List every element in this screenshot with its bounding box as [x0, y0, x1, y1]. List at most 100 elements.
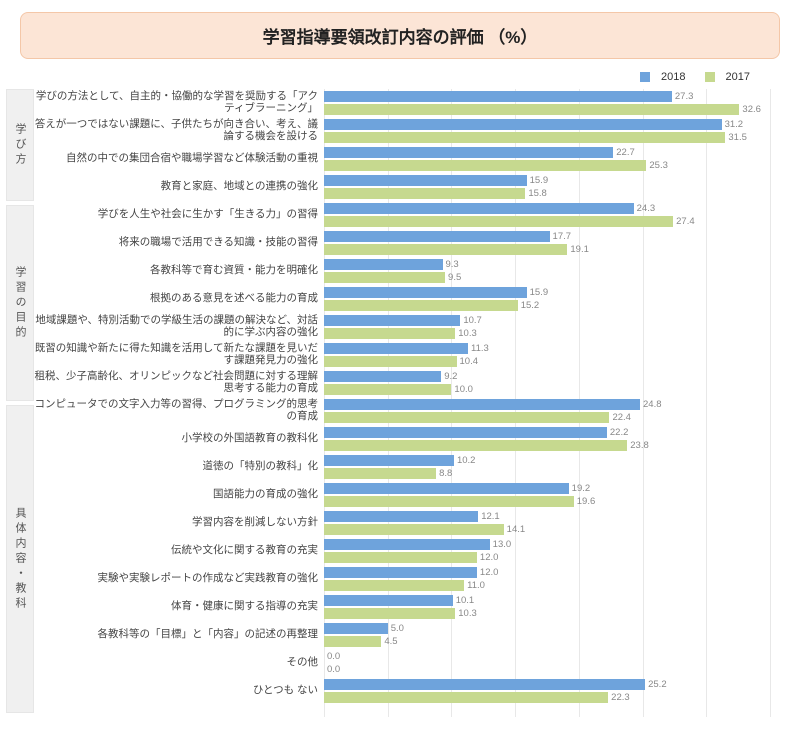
bar-row: 伝統や文化に関する教育の充実13.012.0 [34, 537, 770, 565]
bar: 10.0 [324, 384, 451, 395]
bar-value: 10.0 [454, 384, 473, 395]
bar: 11.3 [324, 343, 468, 354]
bar-value: 15.8 [528, 188, 547, 199]
legend-label-2017: 2017 [726, 71, 750, 83]
row-label: 国語能力の育成の強化 [34, 481, 324, 509]
bar-rows-container: 学びの方法として、自主的・協働的な学習を奨励する「アクティブラーニング」27.3… [34, 89, 770, 705]
bar-value: 22.7 [616, 147, 635, 158]
row-label: 既習の知識や新たに得た知識を活用して新たな課題を見いだす課題発見力の強化 [34, 341, 324, 369]
row-label: 各教科等で育む資質・能力を明確化 [34, 257, 324, 285]
bar: 25.2 [324, 679, 645, 690]
chart-title: 学習指導要領改訂内容の評価 （%） [20, 12, 780, 59]
row-bars: 24.327.4 [324, 201, 770, 229]
bar-row: コンピュータでの文字入力等の習得、プログラミング的思考の育成24.822.4 [34, 397, 770, 425]
row-label: ひとつも ない [34, 677, 324, 705]
row-bars: 13.0 12.0 [324, 537, 770, 565]
bar: 10.2 [324, 455, 454, 466]
rows-column: 学びの方法として、自主的・協働的な学習を奨励する「アクティブラーニング」27.3… [34, 89, 770, 717]
bar: 17.7 [324, 231, 550, 242]
bar: 9.2 [324, 371, 441, 382]
row-bars: 19.2 19.6 [324, 481, 770, 509]
bar-value: 12.0 [480, 552, 499, 563]
legend-swatch-2018 [640, 72, 650, 82]
bar-value: 25.3 [649, 160, 668, 171]
bar: 9.5 [324, 272, 445, 283]
bar-value: 25.2 [648, 679, 667, 690]
row-bars: 15.9 15.2 [324, 285, 770, 313]
bar: 31.5 [324, 132, 725, 143]
bar-value: 17.7 [553, 231, 572, 242]
bar: 8.8 [324, 468, 436, 479]
bar: 19.6 [324, 496, 574, 507]
bar-row: 答えが一つではない課題に、子供たちが向き合い、考え、議論する機会を設ける31.2… [34, 117, 770, 145]
bar: 15.2 [324, 300, 518, 311]
bar-row: 実験や実験レポートの作成など実践教育の強化12.011.0 [34, 565, 770, 593]
row-bars: 12.114.1 [324, 509, 770, 537]
row-label: 根拠のある意見を述べる能力の育成 [34, 285, 324, 313]
bar-value: 31.5 [728, 132, 747, 143]
bar: 9.3 [324, 259, 443, 270]
row-bars: 31.231.5 [324, 117, 770, 145]
bar-value: 19.2 [572, 483, 591, 494]
legend-label-2018: 2018 [661, 71, 685, 83]
row-label: 教育と家庭、地域との連携の強化 [34, 173, 324, 201]
legend-item-2017: 2017 [697, 71, 750, 83]
bar-row: 租税、少子高齢化、オリンピックなど社会問題に対する理解思考する能力の育成9.21… [34, 369, 770, 397]
bar: 10.4 [324, 356, 457, 367]
legend-swatch-2017 [705, 72, 715, 82]
bar-value: 24.8 [643, 399, 662, 410]
bar-value: 10.1 [456, 595, 475, 606]
bar: 11.0 [324, 580, 464, 591]
row-label: 答えが一つではない課題に、子供たちが向き合い、考え、議論する機会を設ける [34, 117, 324, 145]
row-bars: 17.7 19.1 [324, 229, 770, 257]
row-label: その他 [34, 649, 324, 677]
row-bars: 9.39.5 [324, 257, 770, 285]
bar: 15.9 [324, 287, 527, 298]
bar-row: ひとつも ない25.222.3 [34, 677, 770, 705]
bar-value: 31.2 [725, 119, 744, 130]
bar-row: 小学校の外国語教育の教科化22.223.8 [34, 425, 770, 453]
bar-value: 9.2 [444, 371, 457, 382]
bar-row: 将来の職場で活用できる知識・技能の習得17.719.1 [34, 229, 770, 257]
row-label: 学習内容を削減しない方針 [34, 509, 324, 537]
bar: 27.3 [324, 91, 672, 102]
bar-value: 15.9 [530, 287, 549, 298]
bar: 27.4 [324, 216, 673, 227]
row-bars: 5.04.5 [324, 621, 770, 649]
bar-value: 19.6 [577, 496, 596, 507]
category-column: 学び方学習の目的具体内容・教科 [6, 89, 34, 717]
bar: 23.8 [324, 440, 627, 451]
bar-row: 学びを人生や社会に生かす「生きる力」の習得24.327.4 [34, 201, 770, 229]
bar: 13.0 [324, 539, 490, 550]
row-label: 実験や実験レポートの作成など実践教育の強化 [34, 565, 324, 593]
row-bars: 22.2 23.8 [324, 425, 770, 453]
bar-value: 9.3 [446, 259, 459, 270]
bar-value: 0.0 [327, 664, 340, 675]
bar: 10.3 [324, 608, 455, 619]
category-block: 学び方 [6, 89, 34, 201]
bar: 12.1 [324, 511, 478, 522]
grid-line [770, 89, 771, 717]
bar-value: 32.6 [742, 104, 761, 115]
bar-value: 10.4 [460, 356, 479, 367]
bar-value: 13.0 [493, 539, 512, 550]
row-label: 体育・健康に関する指導の充実 [34, 593, 324, 621]
bar-value: 10.3 [458, 328, 477, 339]
bar-row: 自然の中での集団合宿や職場学習など体験活動の重視22.725.3 [34, 145, 770, 173]
bar: 22.2 [324, 427, 607, 438]
row-label: コンピュータでの文字入力等の習得、プログラミング的思考の育成 [34, 397, 324, 425]
row-bars: 24.822.4 [324, 397, 770, 425]
bar-value: 0.0 [327, 651, 340, 662]
row-bars: 22.7 25.3 [324, 145, 770, 173]
row-label: 各教科等の「目標」と「内容」の記述の再整理 [34, 621, 324, 649]
row-label: 地域課題や、特別活動での学級生活の課題の解決など、対話的に学ぶ内容の強化 [34, 313, 324, 341]
bar-row: 国語能力の育成の強化 19.2 19.6 [34, 481, 770, 509]
row-label: 道徳の「特別の教科」化 [34, 453, 324, 481]
bar-row: 地域課題や、特別活動での学級生活の課題の解決など、対話的に学ぶ内容の強化10.7… [34, 313, 770, 341]
bar-value: 12.1 [481, 511, 500, 522]
bar-row: その他0.0 0.0 [34, 649, 770, 677]
bar: 12.0 [324, 552, 477, 563]
bar: 19.1 [324, 244, 567, 255]
bar: 25.3 [324, 160, 646, 171]
row-bars: 10.2 8.8 [324, 453, 770, 481]
